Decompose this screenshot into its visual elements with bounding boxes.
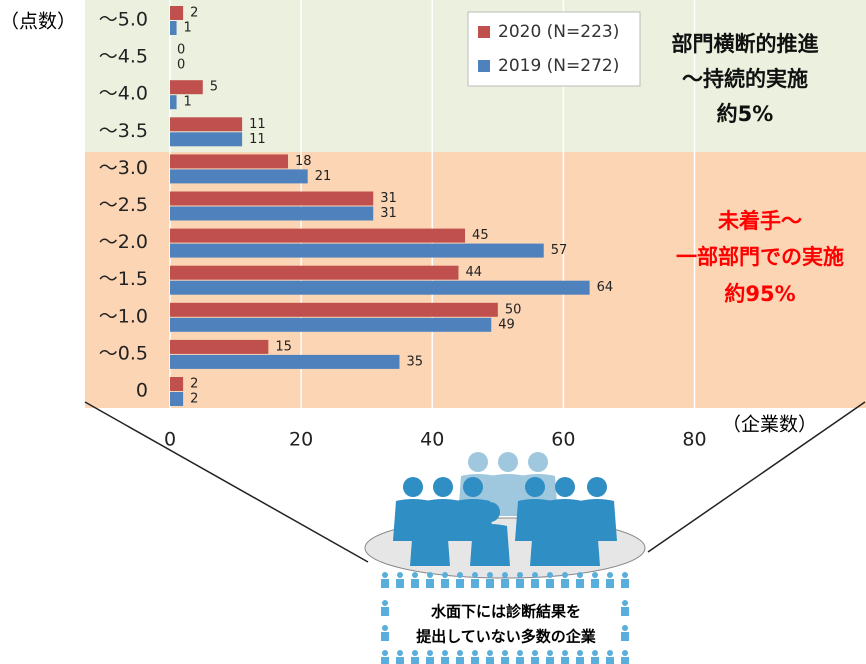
bar [170, 80, 203, 95]
bar [170, 302, 498, 317]
bar [170, 377, 184, 391]
value-label: 57 [551, 243, 568, 258]
bar [170, 317, 492, 332]
legend-label: 2019 (N=272) [498, 56, 619, 76]
y-axis-label: （点数） [0, 11, 76, 33]
illustration-text: 提出していない多数の企業 [416, 628, 597, 646]
value-label: 0 [177, 58, 185, 73]
x-tick-label: 0 [164, 429, 176, 451]
bar [170, 21, 177, 35]
value-label: 1 [184, 95, 192, 110]
y-tick-label: ～2.0 [99, 231, 148, 253]
illustration [84, 401, 866, 664]
legend-swatch [478, 60, 490, 72]
value-label: 2 [190, 377, 198, 392]
bar [170, 228, 466, 243]
x-tick-label: 20 [289, 429, 313, 451]
annotation: 約5% [717, 102, 774, 126]
value-label: 35 [406, 354, 423, 369]
value-label: 31 [380, 191, 397, 206]
value-label: 2 [190, 392, 198, 407]
y-tick-label: ～0.5 [99, 342, 148, 364]
legend: 2020 (N=223) 2019 (N=272) [478, 22, 619, 76]
value-label: 49 [498, 317, 515, 332]
value-label: 50 [505, 302, 522, 317]
y-tick-label: ～1.5 [99, 268, 148, 290]
x-tick-label: 40 [420, 429, 444, 451]
bar [170, 117, 243, 132]
value-label: 45 [472, 228, 489, 243]
bar [170, 243, 544, 258]
y-tick-label: ～3.0 [99, 157, 148, 179]
value-label: 1 [184, 21, 192, 36]
annotation: ～持続的実施 [682, 67, 808, 91]
bar [170, 6, 184, 20]
y-tick-label: ～3.5 [99, 120, 148, 142]
value-label: 11 [249, 117, 266, 132]
bar [170, 206, 374, 221]
bar [170, 265, 459, 280]
bar [170, 169, 308, 184]
annotation: 未着手～ [718, 209, 802, 233]
legend-swatch [478, 26, 490, 38]
annotation: 部門横断的推進 [672, 32, 819, 56]
x-axis-label: （企業数） [722, 414, 817, 436]
y-tick-label: ～2.5 [99, 194, 148, 216]
x-tick-label: 80 [682, 429, 706, 451]
y-tick-label: ～4.5 [99, 46, 148, 68]
y-tick-label: 0 [136, 380, 148, 402]
y-tick-label: ～5.0 [99, 9, 148, 31]
bar [170, 191, 374, 206]
bar [170, 354, 400, 369]
bar [170, 132, 243, 147]
value-label: 2 [190, 6, 198, 21]
value-label: 64 [597, 280, 614, 295]
x-tick-label: 60 [551, 429, 575, 451]
bar [170, 95, 177, 110]
bar [170, 280, 590, 295]
value-label: 18 [295, 154, 312, 169]
value-label: 5 [210, 80, 218, 95]
legend-box [467, 11, 641, 87]
bar [170, 154, 289, 169]
bar [170, 392, 184, 406]
value-label: 31 [380, 206, 397, 221]
value-label: 0 [177, 43, 185, 58]
annotation: 一部部門での実施 [676, 245, 844, 269]
value-label: 11 [249, 132, 266, 147]
value-label: 44 [465, 265, 482, 280]
y-tick-label: ～4.0 [99, 83, 148, 105]
value-label: 21 [315, 169, 332, 184]
annotation: 約95% [724, 282, 795, 306]
bar [170, 339, 269, 354]
y-tick-label: ～1.0 [99, 305, 148, 327]
illustration-text: 水面下には診断結果を [431, 603, 581, 621]
legend-label: 2020 (N=223) [498, 22, 619, 42]
value-label: 15 [275, 339, 292, 354]
